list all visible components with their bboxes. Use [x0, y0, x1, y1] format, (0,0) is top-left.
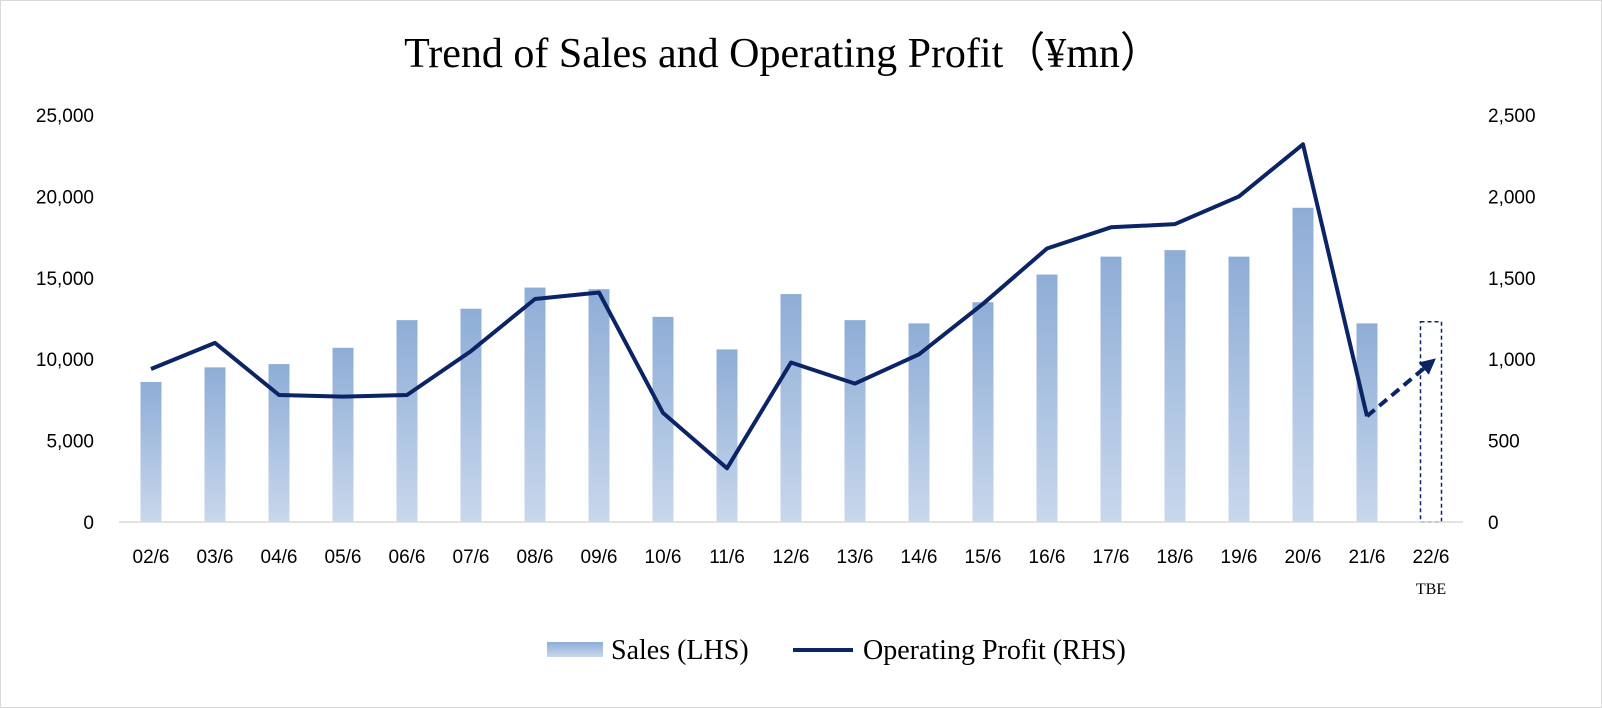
sales-bar-08-6 — [524, 287, 546, 522]
sales-bar-forecast-22-6 — [1419, 321, 1443, 523]
sales-bar-04-6 — [268, 364, 290, 522]
x-tick-label: 05/6 — [325, 547, 362, 568]
sales-bar-07-6 — [460, 308, 482, 522]
operating-profit-line — [150, 142, 1369, 471]
x-tick-label: 10/6 — [645, 547, 682, 568]
sales-bars — [140, 207, 1378, 522]
sales-bar-18-6 — [1164, 250, 1186, 522]
sales-bar-06-6 — [396, 320, 418, 522]
x-tick-label: 20/6 — [1285, 547, 1322, 568]
x-tick-label: 16/6 — [1029, 547, 1066, 568]
chart-title: Trend of Sales and Operating Profit（¥mn） — [404, 31, 1162, 77]
legend-profit-label: Operating Profit (RHS) — [863, 635, 1126, 666]
x-axis-ticks: 02/6 03/6 04/6 05/6 06/6 07/6 08/6 09/6 10/6 11/6… — [133, 547, 1450, 598]
left-tick-label: 25,000 — [36, 106, 94, 127]
legend-sales-swatch — [547, 642, 603, 657]
legend: Sales (LHS) Operating Profit (RHS) — [547, 635, 1126, 666]
sales-bar-19-6 — [1228, 256, 1250, 522]
sales-bar-11-6 — [716, 349, 738, 522]
x-tick-label: 22/6 — [1413, 547, 1450, 568]
right-tick-label: 500 — [1488, 432, 1520, 453]
x-tick-label: 19/6 — [1221, 547, 1258, 568]
x-tick-label: 17/6 — [1093, 547, 1130, 568]
right-tick-label: 1,000 — [1488, 350, 1536, 371]
x-tick-label: 06/6 — [389, 547, 426, 568]
profit-forecast-arrow — [1365, 358, 1436, 418]
left-tick-label: 10,000 — [36, 350, 94, 371]
x-tick-label: 14/6 — [901, 547, 938, 568]
x-tick-label: 03/6 — [197, 547, 234, 568]
sales-bar-14-6 — [908, 323, 930, 522]
sales-bar-12-6 — [780, 294, 802, 522]
x-tick-sublabel: TBE — [1416, 581, 1446, 598]
legend-sales-label: Sales (LHS) — [611, 635, 749, 666]
sales-bar-21-6 — [1356, 323, 1378, 522]
left-tick-label: 0 — [83, 513, 94, 534]
sales-bar-20-6 — [1292, 207, 1314, 522]
sales-bar-17-6 — [1100, 256, 1122, 522]
right-tick-label: 1,500 — [1488, 269, 1536, 290]
x-tick-label: 12/6 — [773, 547, 810, 568]
right-axis-ticks: 0 500 1,000 1,500 2,000 2,500 — [1488, 106, 1536, 534]
sales-bar-09-6 — [588, 289, 610, 522]
right-tick-label: 2,000 — [1488, 187, 1536, 208]
x-tick-label: 13/6 — [837, 547, 874, 568]
left-tick-label: 5,000 — [46, 432, 94, 453]
sales-bar-10-6 — [652, 316, 674, 522]
x-tick-label: 11/6 — [709, 547, 745, 568]
left-tick-label: 20,000 — [36, 187, 94, 208]
sales-bar-03-6 — [204, 367, 226, 522]
x-tick-label: 18/6 — [1157, 547, 1194, 568]
x-tick-label: 04/6 — [261, 547, 298, 568]
left-tick-label: 15,000 — [36, 269, 94, 290]
x-tick-label: 07/6 — [453, 547, 490, 568]
x-tick-label: 21/6 — [1349, 547, 1386, 568]
sales-bar-16-6 — [1036, 274, 1058, 522]
sales-bar-02-6 — [140, 381, 162, 522]
sales-bar-15-6 — [972, 302, 994, 522]
x-tick-label: 02/6 — [133, 547, 170, 568]
right-tick-label: 0 — [1488, 513, 1499, 534]
x-tick-label: 15/6 — [965, 547, 1002, 568]
x-tick-label: 08/6 — [517, 547, 554, 568]
left-axis-ticks: 0 5,000 10,000 15,000 20,000 25,000 — [36, 106, 94, 534]
sales-bar-13-6 — [844, 320, 866, 522]
forecast-marks — [1365, 321, 1443, 523]
right-tick-label: 2,500 — [1488, 106, 1536, 127]
sales-bar-05-6 — [332, 347, 354, 522]
x-tick-label: 09/6 — [581, 547, 618, 568]
